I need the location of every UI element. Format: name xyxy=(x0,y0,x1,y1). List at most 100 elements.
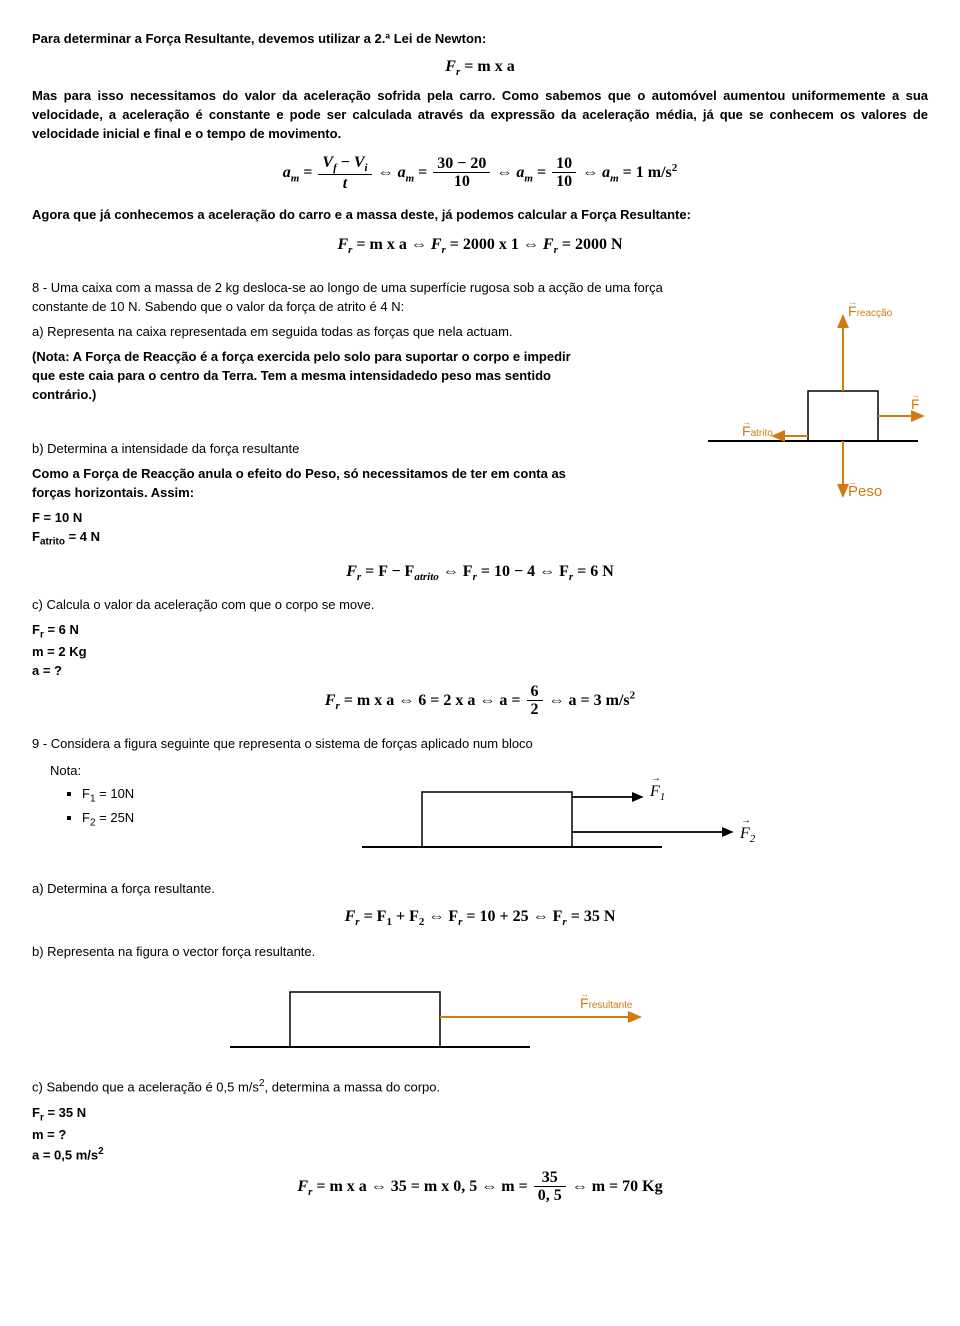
f2-F: F xyxy=(82,810,90,825)
q8-c-title: c) Calcula o valor da aceleração com que… xyxy=(32,596,928,615)
label-F: →F xyxy=(911,394,920,414)
frac-30-20-10: 30 − 20 10 xyxy=(433,155,490,191)
eqb-F: F xyxy=(346,563,357,580)
q8d2-F: F xyxy=(32,622,40,637)
vecF2s: 2 xyxy=(750,833,756,845)
lbl-resultante: resultante xyxy=(589,1000,633,1011)
eq9c-1: = m x a ⇔ 35 = m x 0, 5 ⇔ m = xyxy=(312,1178,531,1195)
eq9a-5: = 35 N xyxy=(567,908,616,925)
eqb-atrito: atrito xyxy=(414,571,438,583)
num-10: 10 xyxy=(552,155,576,174)
sub-m4: m xyxy=(610,172,619,184)
q9f-txt: a = 0,5 m/s xyxy=(32,1147,98,1162)
num-20: 20 xyxy=(470,155,486,172)
num-vi: V xyxy=(354,154,365,171)
f1-F: F xyxy=(82,786,90,801)
eqc-F: F xyxy=(325,691,336,708)
intro-line-2: Agora que já conhecemos a aceleração do … xyxy=(32,206,928,225)
frac-vf-vi-t: Vf − Vi t xyxy=(318,154,371,193)
q8-a: a) Representa na caixa representada em s… xyxy=(32,323,698,342)
num-vf: V xyxy=(322,154,333,171)
sub-m2: m xyxy=(406,172,415,184)
unit-ms: m/s xyxy=(644,164,672,181)
eqc-2: ⇔ a = 3 m/s xyxy=(549,691,630,708)
q9-c-m: m = ? xyxy=(32,1126,928,1145)
eq-part2: = 2000 x 1 ⇔ xyxy=(446,236,543,253)
q8-c-m: m = 2 Kg xyxy=(32,643,928,662)
var-a: a xyxy=(283,164,291,181)
eq-rhs: = m x a xyxy=(460,58,514,75)
q9-c-Fr: Fr = 35 N xyxy=(32,1104,928,1126)
q8c4-F: F xyxy=(32,529,40,544)
eq-part3: = 2000 N xyxy=(558,236,623,253)
q8-c-a: a = ? xyxy=(32,662,928,681)
var-F2: F xyxy=(431,236,442,253)
q8c4-sub: atrito xyxy=(40,536,65,547)
q9-diagram: F1 → F2 → xyxy=(332,762,928,872)
var-a2: a xyxy=(398,164,406,181)
nota-label: Nota: xyxy=(50,762,332,781)
den-10b: 10 xyxy=(552,173,576,191)
vecF1s: 1 xyxy=(660,791,666,803)
li-f1: F1 = 10N xyxy=(82,785,332,807)
eqb-3: = 10 − 4 ⇔ F xyxy=(477,563,569,580)
q9-statement: 9 - Considera a figura seguinte que repr… xyxy=(32,735,928,754)
fbd-svg xyxy=(698,281,928,511)
q9c-txt: c) Sabendo que a aceleração é 0,5 m/s xyxy=(32,1080,259,1095)
eq-accel-box: Fr = m x a ⇔ 6 = 2 x a ⇔ a = 6 2 ⇔ a = 3… xyxy=(32,683,928,719)
eq9c-num: 35 xyxy=(534,1169,566,1188)
eq-acceleration-chain: am = Vf − Vi t ⇔ am = 30 − 20 10 ⇔ am = … xyxy=(32,154,928,193)
eq9a-4: = 10 + 25 ⇔ F xyxy=(462,908,562,925)
eq9a-F: F xyxy=(345,908,356,925)
q9-svg xyxy=(332,762,792,872)
eqb-1: = F − F xyxy=(361,563,414,580)
intro-line: Para determinar a Força Resultante, deve… xyxy=(32,30,928,49)
q8-statement: 8 - Uma caixa com a massa de 2 kg desloc… xyxy=(32,279,698,317)
q9-a: a) Determina a força resultante. xyxy=(32,880,928,899)
f2-s: 2 xyxy=(90,817,96,828)
q8-F10: F = 10 N xyxy=(32,509,698,528)
sub-m: m xyxy=(291,172,300,184)
eq9c-den: 0, 5 xyxy=(534,1187,566,1205)
eq9a-2: + F xyxy=(392,908,419,925)
sub-i: i xyxy=(365,162,368,174)
q8-b-title: b) Determina a intensidade da força resu… xyxy=(32,440,698,459)
q8-b-explain: Como a Força de Reacção anula o efeito d… xyxy=(32,465,592,503)
label-vec-F2: F2 → xyxy=(740,822,755,848)
den-t: t xyxy=(318,175,371,193)
lbl-atrito: atrito xyxy=(751,428,773,439)
li-f2: F2 = 25N xyxy=(82,809,332,831)
eqc-num: 6 xyxy=(527,683,543,702)
intro-paragraph: Mas para isso necessitamos do valor da a… xyxy=(32,87,928,144)
var-F1: F xyxy=(337,236,348,253)
label-resultante: →Fresultante xyxy=(580,993,632,1014)
q9-c: c) Sabendo que a aceleração é 0,5 m/s2, … xyxy=(32,1077,928,1097)
q8d2-val: = 6 N xyxy=(44,622,79,637)
eq9a-3: ⇔ F xyxy=(424,908,458,925)
label-vec-F1: F1 → xyxy=(650,780,665,806)
q9-resultant-diagram: →Fresultante xyxy=(180,967,780,1067)
frac-10-10: 10 10 xyxy=(552,155,576,191)
q8-Fatrito4: Fatrito = 4 N xyxy=(32,528,698,550)
lbl-reaccao: reacção xyxy=(857,308,893,319)
eqb-4: = 6 N xyxy=(573,563,614,580)
f2-v: = 25N xyxy=(99,810,134,825)
f1-s: 1 xyxy=(90,793,96,804)
q9-b: b) Representa na figura o vector força r… xyxy=(32,943,928,962)
label-reaccao: →Freacção xyxy=(848,301,892,322)
eqc-1: = m x a ⇔ 6 = 2 x a ⇔ a = xyxy=(340,691,525,708)
q9r-svg xyxy=(180,967,780,1067)
q9d-v: = 35 N xyxy=(44,1105,86,1120)
den-10: 10 xyxy=(433,173,490,191)
q9d-F: F xyxy=(32,1105,40,1120)
f1-v: = 10N xyxy=(99,786,134,801)
eq-q9-mass: Fr = m x a ⇔ 35 = m x 0, 5 ⇔ m = 35 0, 5… xyxy=(32,1169,928,1205)
frac-35-05: 35 0, 5 xyxy=(534,1169,566,1205)
eq9a-1: = F xyxy=(360,908,387,925)
eqc-sq: 2 xyxy=(630,689,636,701)
sup-2: 2 xyxy=(672,161,678,173)
eq-fr-friction: Fr = F − Fatrito ⇔ Fr = 10 − 4 ⇔ Fr = 6 … xyxy=(32,560,928,586)
q8-c-Fr: Fr = 6 N xyxy=(32,621,928,643)
eq-newton-2nd-law: Fr = m x a xyxy=(32,55,928,81)
label-atrito: →Fatrito xyxy=(742,421,773,442)
